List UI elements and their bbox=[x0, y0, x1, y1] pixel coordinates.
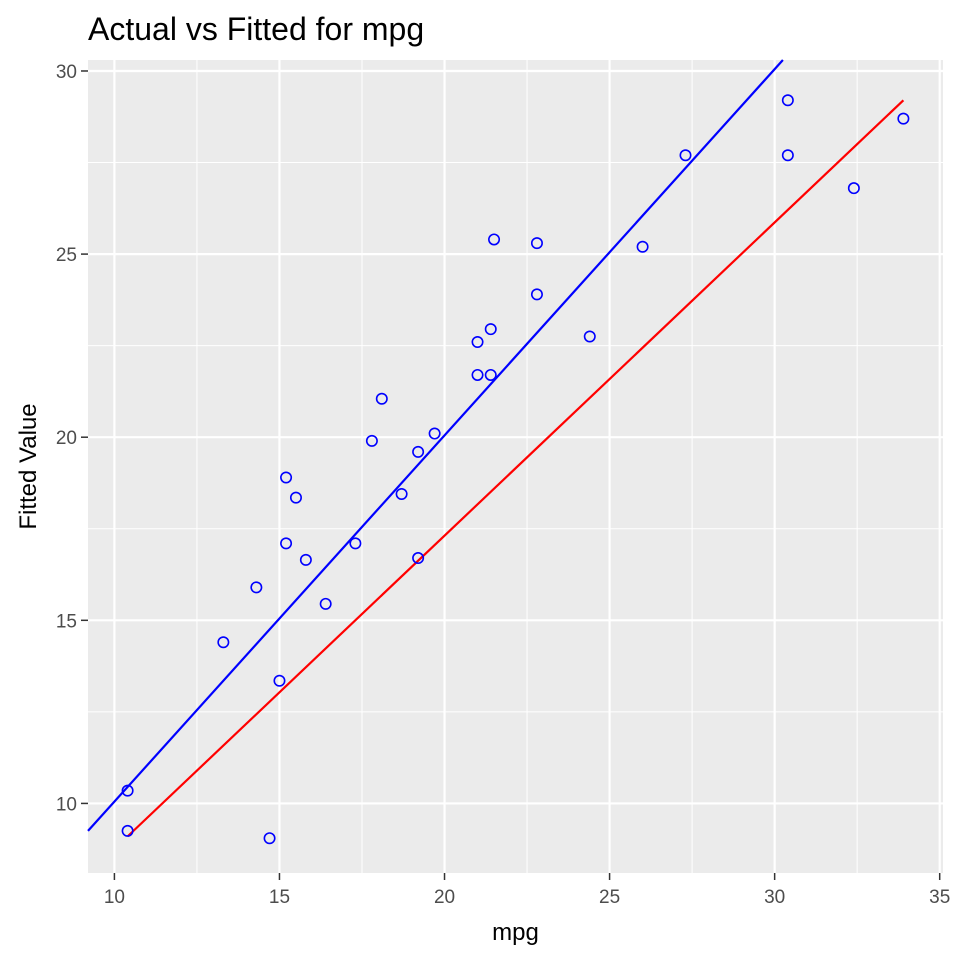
series-lines bbox=[87, 59, 905, 838]
x-tick-label: 35 bbox=[929, 887, 950, 908]
data-point bbox=[217, 636, 230, 649]
chart-title: Actual vs Fitted for mpg bbox=[88, 11, 424, 47]
data-point bbox=[471, 335, 484, 348]
data-point bbox=[484, 368, 497, 381]
data-point bbox=[395, 487, 408, 500]
data-point bbox=[263, 832, 276, 845]
y-axis-ticks: 10 15 20 25 30 bbox=[56, 62, 88, 815]
data-point bbox=[319, 597, 332, 610]
data-point bbox=[280, 537, 293, 550]
data-point bbox=[488, 233, 501, 246]
y-tick-label: 20 bbox=[56, 428, 77, 449]
reference-line bbox=[126, 99, 905, 838]
x-tick-label: 10 bbox=[104, 887, 125, 908]
data-point bbox=[273, 674, 286, 687]
data-point bbox=[299, 553, 312, 566]
data-point bbox=[121, 824, 134, 837]
x-axis-ticks: 10 15 20 25 30 35 bbox=[104, 873, 950, 908]
y-tick-label: 25 bbox=[56, 245, 77, 266]
data-point bbox=[781, 94, 794, 107]
data-point bbox=[280, 471, 293, 484]
y-axis-title: Fitted Value bbox=[15, 403, 42, 529]
data-point bbox=[530, 288, 543, 301]
data-point bbox=[250, 581, 263, 594]
x-axis-title: mpg bbox=[492, 919, 539, 946]
data-point bbox=[530, 237, 543, 250]
y-tick-label: 15 bbox=[56, 611, 77, 632]
data-point bbox=[847, 182, 860, 195]
x-tick-label: 30 bbox=[764, 887, 785, 908]
data-point bbox=[349, 537, 362, 550]
grid-minor bbox=[88, 60, 943, 873]
y-tick-label: 30 bbox=[56, 62, 77, 83]
data-point bbox=[636, 240, 649, 253]
x-tick-label: 20 bbox=[434, 887, 455, 908]
data-point bbox=[412, 552, 425, 565]
y-tick-label: 10 bbox=[56, 794, 77, 815]
data-point bbox=[679, 149, 692, 162]
data-point bbox=[897, 112, 910, 125]
data-point bbox=[471, 368, 484, 381]
data-point bbox=[289, 491, 302, 504]
data-point bbox=[412, 445, 425, 458]
data-point bbox=[583, 330, 596, 343]
data-points bbox=[121, 94, 910, 845]
data-point bbox=[781, 149, 794, 162]
fit-line bbox=[87, 59, 784, 832]
data-point bbox=[375, 392, 388, 405]
data-point bbox=[428, 427, 441, 440]
data-point bbox=[121, 784, 134, 797]
data-point bbox=[484, 323, 497, 336]
grid-major bbox=[88, 60, 943, 873]
x-tick-label: 25 bbox=[599, 887, 620, 908]
data-point bbox=[365, 434, 378, 447]
x-tick-label: 15 bbox=[269, 887, 290, 908]
